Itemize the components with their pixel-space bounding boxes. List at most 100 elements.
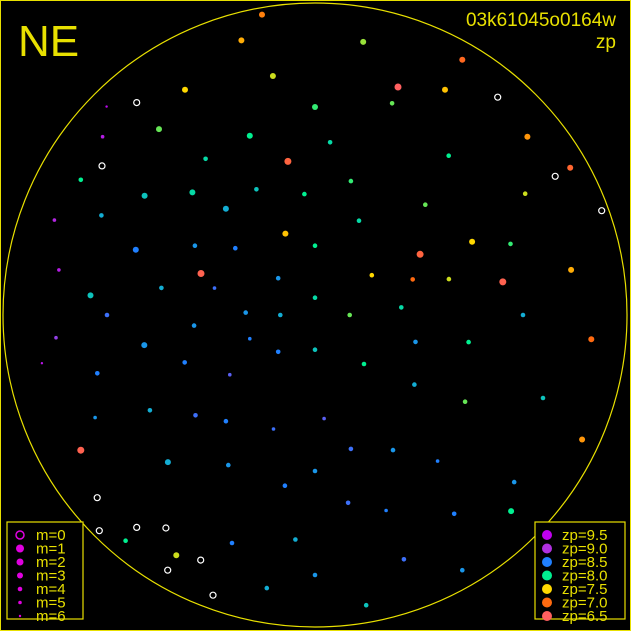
unmeasured-star-point bbox=[494, 93, 502, 101]
star-point bbox=[462, 399, 468, 405]
color-legend-marker bbox=[542, 570, 552, 581]
star-point bbox=[579, 436, 586, 443]
data-points bbox=[40, 11, 606, 608]
star-point bbox=[293, 537, 298, 542]
size-legend-label: m=5 bbox=[36, 595, 66, 612]
size-legend-label: m=1 bbox=[36, 541, 66, 558]
star-point bbox=[460, 567, 465, 573]
star-point bbox=[348, 178, 354, 184]
star-point bbox=[123, 538, 128, 543]
star-point bbox=[248, 336, 252, 341]
star-point bbox=[451, 511, 457, 517]
star-point bbox=[302, 191, 307, 197]
star-point bbox=[278, 312, 283, 318]
star-point bbox=[141, 342, 148, 349]
unmeasured-star-point bbox=[209, 591, 217, 599]
size-legend-marker bbox=[17, 572, 23, 579]
star-point bbox=[568, 266, 575, 273]
star-point bbox=[105, 105, 108, 108]
size-legend-label: m=6 bbox=[36, 608, 66, 625]
star-point bbox=[412, 382, 417, 387]
star-point bbox=[459, 56, 466, 63]
color-legend: zp=9.5zp=9.0zp=8.5zp=8.0zp=7.5zp=7.0zp=6… bbox=[534, 521, 626, 625]
unmeasured-star-point bbox=[133, 523, 141, 532]
star-point bbox=[390, 447, 396, 453]
color-legend-marker bbox=[542, 611, 552, 621]
star-point bbox=[384, 508, 388, 513]
size-legend-marker bbox=[16, 544, 24, 553]
star-point bbox=[93, 415, 97, 420]
star-point bbox=[226, 462, 231, 468]
star-point bbox=[233, 245, 238, 251]
star-point bbox=[282, 483, 288, 489]
star-point bbox=[229, 540, 235, 546]
star-point bbox=[87, 292, 94, 299]
star-point bbox=[156, 126, 162, 133]
star-point bbox=[399, 305, 404, 310]
star-point bbox=[520, 312, 526, 318]
star-point bbox=[95, 371, 100, 376]
star-point bbox=[192, 243, 198, 248]
color-legend-label: zp=9.5 bbox=[562, 527, 607, 544]
color-legend-label: zp=8.0 bbox=[562, 568, 607, 585]
star-point bbox=[511, 479, 517, 485]
star-point bbox=[356, 218, 362, 223]
star-point bbox=[348, 446, 354, 452]
star-point bbox=[132, 246, 139, 253]
star-point bbox=[275, 349, 281, 355]
star-point bbox=[435, 459, 440, 463]
size-legend-marker bbox=[17, 586, 23, 592]
unmeasured-star-point bbox=[93, 494, 101, 502]
star-point bbox=[312, 104, 318, 110]
star-point bbox=[212, 286, 217, 290]
direction-label: NE bbox=[18, 17, 79, 66]
unmeasured-star-point bbox=[95, 527, 103, 535]
star-point bbox=[203, 156, 208, 162]
star-point bbox=[164, 459, 171, 466]
color-legend-marker bbox=[542, 584, 552, 594]
star-point bbox=[389, 101, 395, 106]
star-point bbox=[312, 468, 318, 474]
star-point bbox=[423, 202, 428, 207]
star-point bbox=[394, 83, 402, 91]
size-legend-marker bbox=[15, 530, 25, 540]
star-point bbox=[416, 250, 424, 258]
star-point bbox=[345, 500, 351, 506]
color-legend-marker bbox=[542, 557, 552, 567]
star-point bbox=[588, 336, 595, 343]
star-point bbox=[104, 312, 110, 318]
star-point bbox=[524, 133, 531, 140]
color-legend-label: zp=8.5 bbox=[562, 554, 607, 571]
size-legend-label: m=4 bbox=[36, 581, 66, 598]
star-point bbox=[197, 270, 205, 277]
color-legend-marker bbox=[542, 597, 552, 608]
star-point bbox=[322, 416, 326, 421]
star-point bbox=[275, 275, 281, 281]
star-point bbox=[77, 446, 85, 454]
star-point bbox=[182, 86, 188, 93]
star-point bbox=[522, 191, 528, 196]
star-point bbox=[159, 285, 164, 291]
color-legend-label: zp=6.5 bbox=[562, 608, 607, 625]
unmeasured-star-point bbox=[551, 172, 559, 180]
star-point bbox=[347, 312, 353, 318]
size-legend-marker bbox=[18, 614, 22, 618]
star-point bbox=[52, 218, 57, 222]
star-point bbox=[141, 192, 148, 199]
color-legend-label: zp=9.0 bbox=[562, 541, 607, 558]
star-point bbox=[269, 73, 276, 79]
star-point bbox=[446, 153, 452, 158]
star-point bbox=[264, 585, 270, 591]
size-legend: m=0m=1m=2m=3m=4m=5m=6 bbox=[6, 521, 84, 625]
star-point bbox=[567, 164, 574, 171]
size-legend-marker bbox=[16, 558, 24, 566]
star-point bbox=[363, 602, 369, 608]
color-legend-marker bbox=[542, 530, 552, 540]
star-point bbox=[259, 11, 265, 18]
star-point bbox=[413, 339, 418, 345]
color-legend-label: zp=7.0 bbox=[562, 595, 607, 612]
star-point bbox=[238, 37, 245, 44]
star-point bbox=[540, 395, 546, 401]
